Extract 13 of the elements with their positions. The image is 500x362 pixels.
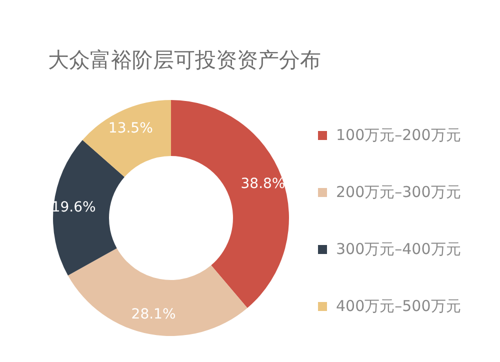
donut-slice — [53, 140, 124, 276]
chart-title: 大众富裕阶层可投资资产分布 — [48, 47, 321, 74]
donut-slice — [68, 248, 248, 336]
data-label: 38.8% — [240, 176, 286, 192]
data-label: 13.5% — [108, 120, 153, 137]
legend-label: 200万元–300万元 — [336, 183, 461, 202]
legend-label: 100万元–200万元 — [336, 126, 461, 145]
legend-label: 300万元–400万元 — [336, 240, 461, 259]
data-label: 28.1% — [131, 306, 176, 322]
donut-slice — [171, 100, 289, 308]
donut-slice — [82, 100, 171, 177]
data-label: 19.6% — [51, 200, 96, 216]
legend-label: 400万元–500万元 — [336, 297, 461, 316]
